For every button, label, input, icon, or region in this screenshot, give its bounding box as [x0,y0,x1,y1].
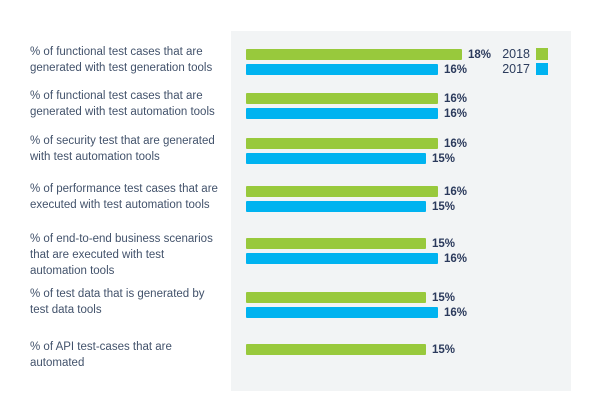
value-label: 15% [432,343,456,356]
value-label: 16% [444,252,468,265]
category-label: % of end-to-end business scenarios that … [30,233,213,277]
bar-2017 [246,64,438,75]
bar-row-2018: 15% [246,343,456,356]
value-label: 16% [444,63,468,76]
value-label: 15% [432,200,456,213]
bar-row-2017: 16% [246,63,468,76]
bar-2018 [246,186,438,197]
value-label: 16% [444,185,468,198]
bar-2018 [246,93,438,104]
bar-row-2018: 15% [246,237,456,250]
category-label: % of performance test cases that are exe… [30,183,218,211]
value-label: 15% [432,152,456,165]
value-label: 16% [444,92,468,105]
bar-2018 [246,292,426,303]
bar-row-2018: 18% [246,48,492,61]
legend: 2018 2017 [496,47,548,76]
bar-row-2018: 16% [246,137,468,150]
value-label: 18% [468,48,492,61]
bar-row-2017: 16% [246,252,468,265]
bar-2017 [246,108,438,119]
bar-row-2017: 15% [246,152,456,165]
bar-2017 [246,253,438,264]
bar-row-2018: 16% [246,185,468,198]
legend-row-2017: 2017 [496,62,548,76]
bar-2017 [246,307,438,318]
bar-row-2017: 16% [246,306,468,319]
legend-swatch-2018 [536,48,548,60]
legend-label-2017: 2017 [502,62,530,76]
value-label: 16% [444,107,468,120]
category-label: % of functional test cases that are gene… [30,90,215,118]
legend-row-2018: 2018 [496,47,548,61]
category-label: % of security test that are generated wi… [30,135,215,163]
bar-row-2018: 16% [246,92,468,105]
bar-2018 [246,238,426,249]
value-label: 15% [432,291,456,304]
bar-2017 [246,153,426,164]
value-label: 15% [432,237,456,250]
category-label: % of API test-cases that are automated [30,341,172,369]
category-label: % of test data that is generated by test… [30,288,205,316]
category-label: % of functional test cases that are gene… [30,46,213,74]
legend-label-2018: 2018 [502,47,530,61]
bar-2018 [246,344,426,355]
value-label: 16% [444,137,468,150]
bar-2018 [246,49,462,60]
bar-2017 [246,201,426,212]
bar-2018 [246,138,438,149]
bar-row-2017: 16% [246,107,468,120]
legend-swatch-2017 [536,63,548,75]
bar-row-2018: 15% [246,291,456,304]
bar-row-2017: 15% [246,200,456,213]
value-label: 16% [444,306,468,319]
